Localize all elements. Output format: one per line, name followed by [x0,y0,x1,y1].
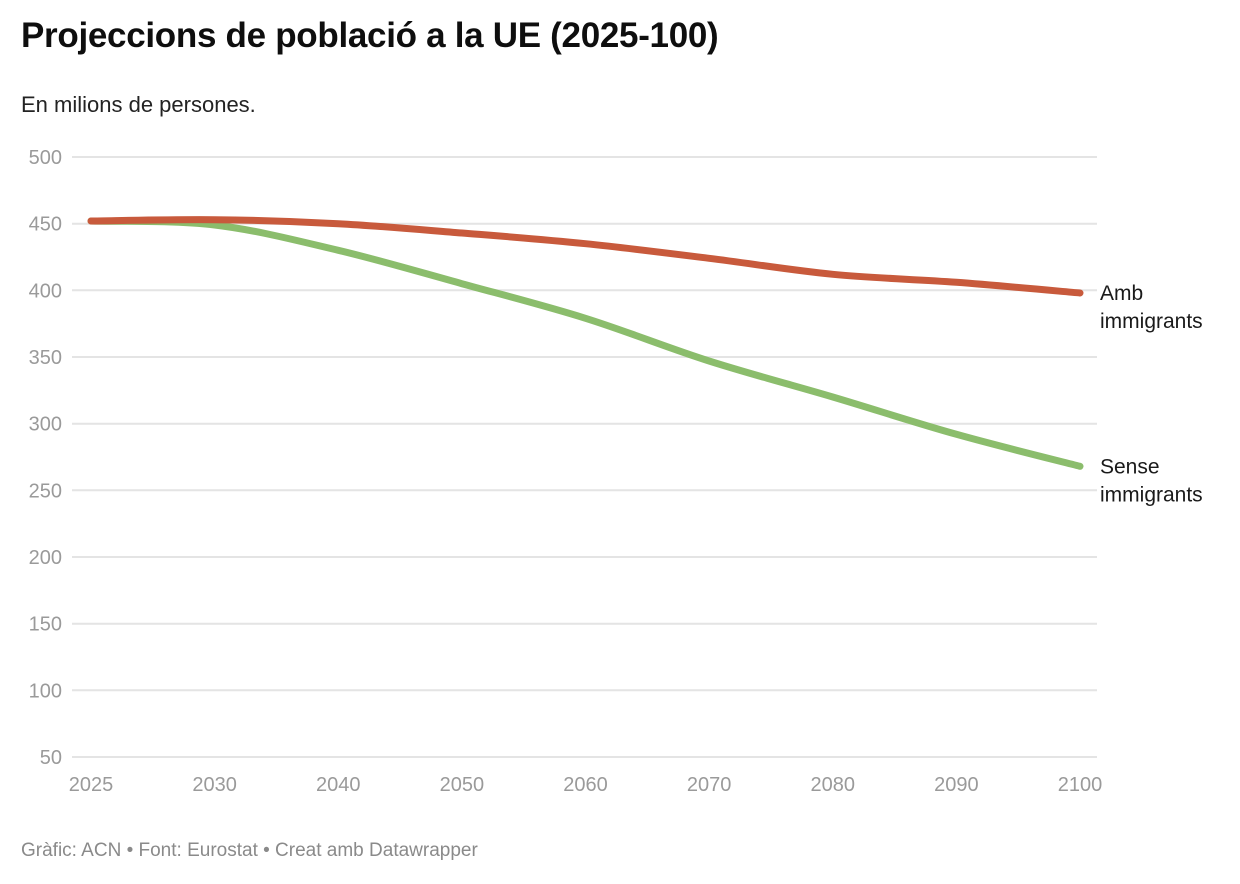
x-tick-label-2100: 2100 [1058,774,1103,796]
series-end-label-amb-immigrants: Amb immigrants [1100,282,1203,333]
series-end-label-sense-immigrants: Sense immigrants [1100,455,1203,506]
y-tick-label-350: 350 [29,347,62,369]
x-tick-label-2090: 2090 [934,774,979,796]
series-line-amb-immigrants [87,216,1084,297]
y-tick-label-500: 500 [29,147,62,169]
x-tick-label-2060: 2060 [563,774,608,796]
y-tick-label-150: 150 [29,614,62,636]
y-tick-label-300: 300 [29,414,62,436]
x-tick-label-2050: 2050 [440,774,485,796]
x-tick-label-2025: 2025 [69,774,114,796]
x-tick-label-2070: 2070 [687,774,732,796]
x-tick-label-2080: 2080 [811,774,856,796]
x-tick-label-2040: 2040 [316,774,361,796]
chart-title: Projeccions de població a la UE (2025-10… [21,16,719,55]
y-tick-label-250: 250 [29,480,62,502]
y-tick-label-50: 50 [40,747,62,769]
y-tick-label-100: 100 [29,680,62,702]
x-tick-label-2030: 2030 [192,774,237,796]
chart-subtitle: En milions de persones. [21,92,256,117]
chart-footer-credit: Gràfic: ACN • Font: Eurostat • Creat amb… [21,840,478,861]
population-projection-line-chart: 50 100 150 200 250 300 350 400 450 500 2025 2030 204… [29,147,1203,796]
series-line-sense-immigrants [87,217,1084,470]
y-tick-label-400: 400 [29,280,62,302]
y-tick-label-450: 450 [29,214,62,236]
y-tick-label-200: 200 [29,547,62,569]
